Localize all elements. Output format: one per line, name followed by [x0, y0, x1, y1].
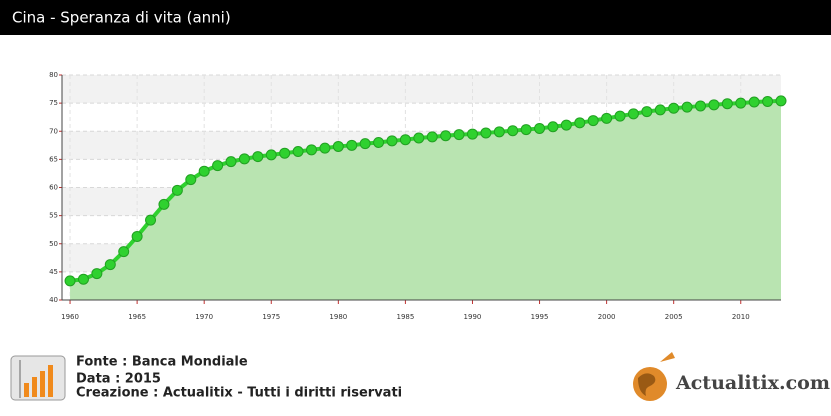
x-tick-label: 1975	[262, 313, 280, 321]
point	[534, 122, 546, 134]
y-tick-label: 70	[49, 127, 58, 135]
point	[131, 230, 143, 242]
chart-title: Cina - Speranza di vita (anni)	[12, 9, 231, 27]
point	[426, 131, 438, 143]
area	[70, 100, 781, 300]
grid-band	[62, 75, 781, 104]
point	[641, 106, 653, 118]
point	[399, 134, 411, 146]
point	[319, 142, 331, 154]
point	[306, 144, 318, 156]
point	[735, 97, 747, 109]
x-tick-label: 1965	[128, 313, 146, 321]
x-tick-label: 1985	[396, 313, 414, 321]
point	[681, 101, 693, 113]
point	[574, 117, 586, 129]
y-tick-label: 80	[49, 71, 58, 79]
x-tick-label: 2005	[665, 313, 683, 321]
y-tick-label: 40	[49, 296, 58, 304]
point	[654, 104, 666, 116]
point	[601, 112, 613, 124]
point	[547, 121, 559, 133]
point	[614, 110, 626, 122]
point	[238, 153, 250, 165]
x-tick-label: 1960	[61, 313, 79, 321]
point	[292, 146, 304, 157]
point	[695, 100, 707, 112]
logo-globe	[633, 352, 675, 401]
point	[520, 124, 532, 136]
point	[171, 184, 183, 196]
point	[440, 130, 452, 142]
point	[466, 128, 478, 140]
y-tick-label: 75	[49, 99, 58, 107]
y-tick-label: 45	[49, 268, 58, 276]
footer-credit: Creazione : Actualitix - Tutti i diritti…	[76, 386, 402, 401]
point	[493, 126, 505, 138]
point	[627, 108, 639, 120]
point	[225, 156, 237, 168]
x-tick-label: 2010	[732, 313, 750, 321]
point	[668, 102, 680, 114]
point	[91, 268, 103, 280]
point	[453, 129, 465, 141]
x-tick-label: 1980	[329, 313, 347, 321]
point	[252, 151, 264, 163]
point	[118, 246, 130, 258]
point	[762, 95, 774, 107]
y-tick-label: 55	[49, 212, 58, 220]
header-bar	[0, 0, 831, 35]
x-tick-label: 1995	[531, 313, 549, 321]
point	[775, 95, 787, 107]
point	[198, 165, 210, 177]
point	[507, 125, 519, 137]
point	[359, 138, 371, 150]
point	[265, 149, 277, 161]
point	[386, 135, 398, 147]
point	[480, 127, 492, 139]
point	[158, 198, 170, 210]
x-tick-label: 1970	[195, 313, 213, 321]
point	[77, 273, 89, 285]
point	[587, 115, 599, 127]
y-tick-label: 60	[49, 184, 58, 192]
point	[332, 140, 344, 152]
point	[185, 174, 197, 186]
point	[748, 96, 760, 108]
point	[346, 139, 358, 151]
point	[708, 99, 720, 111]
point	[104, 259, 116, 271]
point	[560, 119, 572, 131]
footer-source: Fonte : Banca Mondiale	[76, 355, 248, 370]
x-tick-label: 2000	[598, 313, 616, 321]
y-tick-label: 50	[49, 240, 58, 248]
point	[145, 214, 157, 226]
logo-text: Actualitix.com	[675, 372, 830, 394]
footer-icon	[10, 355, 66, 401]
point	[373, 137, 385, 148]
y-tick-label: 65	[49, 155, 58, 163]
point	[721, 98, 733, 110]
point	[64, 275, 76, 287]
point	[212, 160, 224, 172]
point	[279, 147, 291, 159]
point	[413, 132, 425, 144]
plot-area: 40 45 50 55 60 65 70 75 80 1960 1965 1970 1975 1980 19…	[49, 71, 787, 321]
footer-date: Data : 2015	[76, 372, 161, 387]
x-tick-label: 1990	[464, 313, 482, 321]
